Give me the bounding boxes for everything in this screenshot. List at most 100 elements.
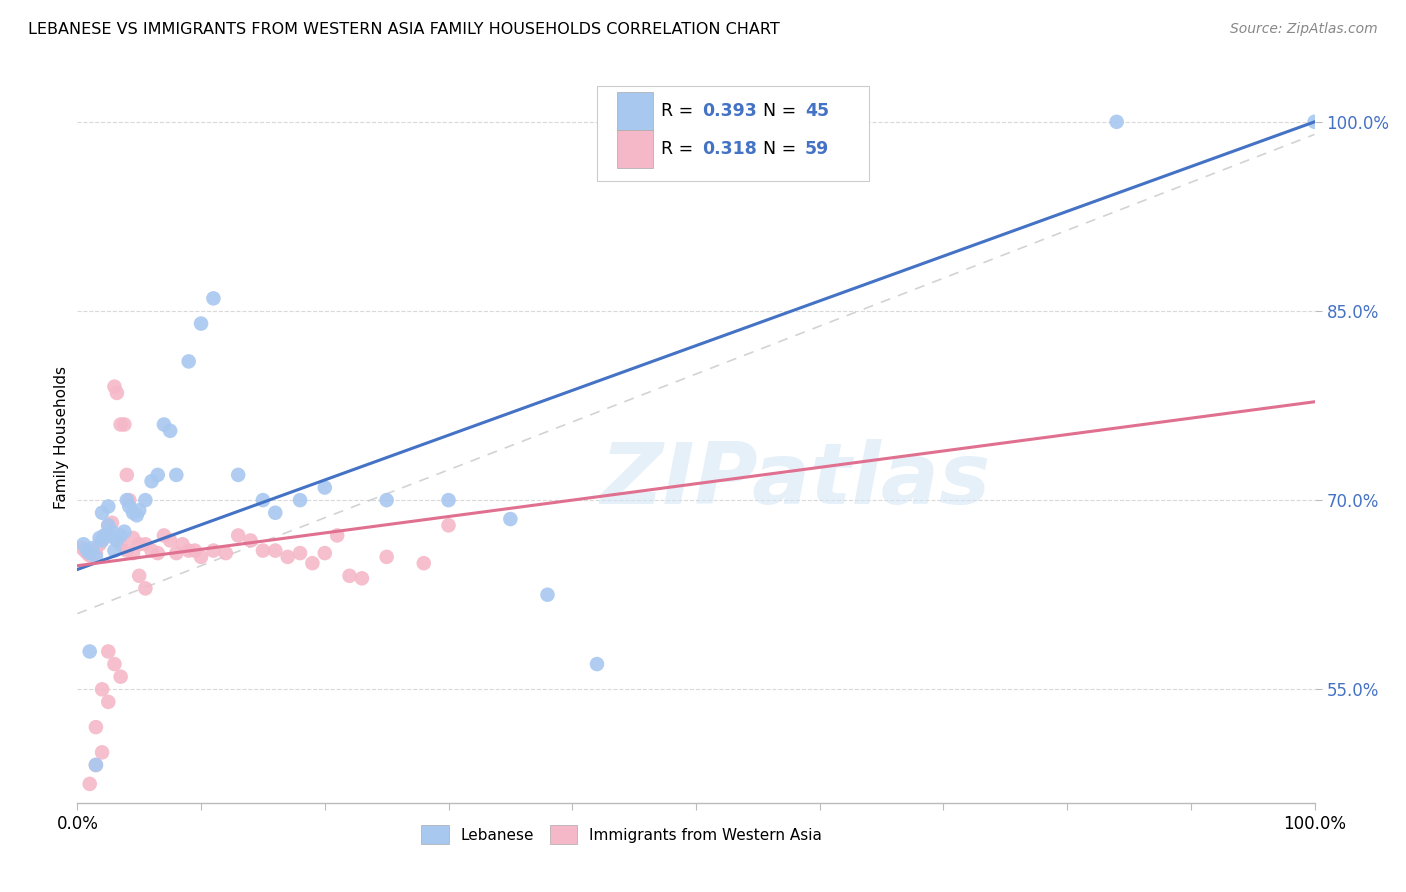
Point xyxy=(252,543,274,558)
Point xyxy=(350,571,373,585)
Point xyxy=(91,682,114,697)
Point xyxy=(110,528,132,542)
Text: 0.393: 0.393 xyxy=(702,103,756,120)
Point xyxy=(159,533,181,548)
Point xyxy=(190,549,212,564)
Point xyxy=(125,508,148,523)
Point xyxy=(73,543,96,558)
Point xyxy=(1303,115,1326,129)
Point xyxy=(586,657,609,671)
Text: Source: ZipAtlas.com: Source: ZipAtlas.com xyxy=(1230,22,1378,37)
Point xyxy=(91,533,114,548)
Point xyxy=(103,531,125,545)
Point xyxy=(375,493,398,508)
Point xyxy=(122,506,145,520)
Point xyxy=(118,493,141,508)
Point xyxy=(184,543,207,558)
Point xyxy=(146,467,169,482)
Point xyxy=(89,531,111,545)
Point xyxy=(89,537,111,551)
Point xyxy=(226,528,249,542)
Point xyxy=(76,543,98,558)
Point xyxy=(82,543,104,558)
Point xyxy=(177,543,200,558)
Point xyxy=(314,481,336,495)
Point xyxy=(110,417,132,432)
Point xyxy=(112,524,135,539)
Text: 59: 59 xyxy=(804,140,830,158)
Point xyxy=(215,546,238,560)
Point xyxy=(72,541,94,555)
Point xyxy=(101,516,124,530)
Point xyxy=(76,546,98,560)
Point xyxy=(110,670,132,684)
Point xyxy=(159,424,181,438)
Point xyxy=(97,518,120,533)
Point xyxy=(252,493,274,508)
Legend: Lebanese, Immigrants from Western Asia: Lebanese, Immigrants from Western Asia xyxy=(415,819,828,850)
Point xyxy=(202,543,225,558)
Point xyxy=(177,354,200,368)
Point xyxy=(118,500,141,514)
Point xyxy=(301,556,323,570)
Text: R =: R = xyxy=(661,140,699,158)
Point xyxy=(103,657,125,671)
FancyBboxPatch shape xyxy=(617,93,652,130)
Point xyxy=(153,417,176,432)
Point xyxy=(115,493,138,508)
Point xyxy=(134,582,156,596)
Point xyxy=(226,467,249,482)
Point xyxy=(375,549,398,564)
Point xyxy=(165,546,187,560)
Text: 45: 45 xyxy=(804,103,830,120)
Point xyxy=(84,758,107,772)
Point xyxy=(103,543,125,558)
FancyBboxPatch shape xyxy=(617,130,652,169)
Point xyxy=(437,518,460,533)
Point xyxy=(97,695,120,709)
Text: ZIPatlas: ZIPatlas xyxy=(600,440,990,523)
Point xyxy=(128,503,150,517)
Point xyxy=(84,720,107,734)
Point xyxy=(115,467,138,482)
Text: N =: N = xyxy=(752,103,801,120)
Point xyxy=(105,386,128,401)
Point xyxy=(91,506,114,520)
Text: LEBANESE VS IMMIGRANTS FROM WESTERN ASIA FAMILY HOUSEHOLDS CORRELATION CHART: LEBANESE VS IMMIGRANTS FROM WESTERN ASIA… xyxy=(28,22,780,37)
Point xyxy=(82,541,104,555)
Point xyxy=(134,537,156,551)
Point xyxy=(437,493,460,508)
Point xyxy=(499,512,522,526)
Point xyxy=(122,531,145,545)
Point xyxy=(172,537,194,551)
Point xyxy=(314,546,336,560)
Point xyxy=(1105,115,1128,129)
Point xyxy=(264,506,287,520)
Point xyxy=(239,533,262,548)
Point xyxy=(105,533,128,548)
Point xyxy=(79,644,101,658)
Point xyxy=(115,543,138,558)
Point xyxy=(190,317,212,331)
Point xyxy=(91,533,114,548)
Point xyxy=(339,569,361,583)
Point xyxy=(122,546,145,560)
Point xyxy=(128,569,150,583)
Point xyxy=(93,528,115,542)
Point xyxy=(84,758,107,772)
Point xyxy=(97,500,120,514)
Point xyxy=(536,588,558,602)
Point xyxy=(277,549,299,564)
Point xyxy=(103,379,125,393)
Point xyxy=(79,777,101,791)
Point xyxy=(202,291,225,305)
Point xyxy=(288,493,311,508)
Point xyxy=(72,537,94,551)
Point xyxy=(93,528,115,542)
Point xyxy=(326,528,349,542)
Point xyxy=(141,474,163,488)
Point xyxy=(101,524,124,539)
Point xyxy=(128,537,150,551)
Text: N =: N = xyxy=(752,140,801,158)
Point xyxy=(110,537,132,551)
